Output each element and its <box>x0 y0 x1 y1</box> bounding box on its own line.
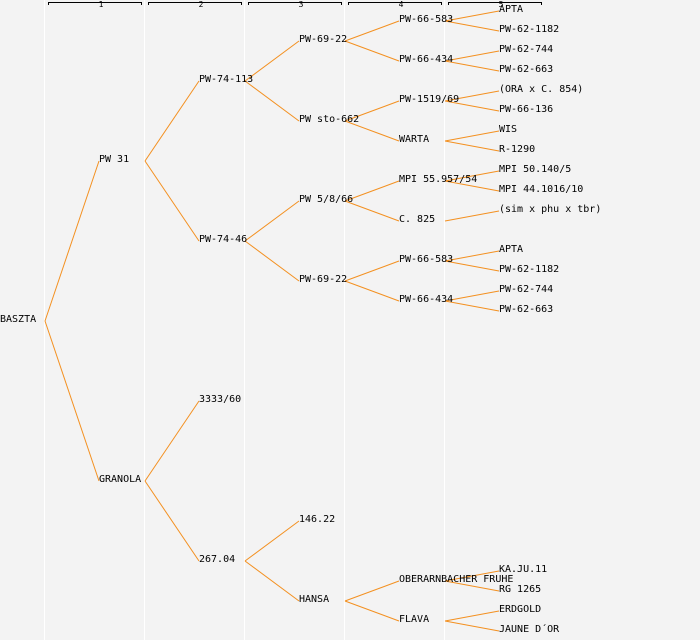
ancestor-node[interactable]: OBERARNBACHER FRUHE <box>399 574 514 585</box>
column-number: 4 <box>398 0 404 9</box>
pedigree-link <box>244 80 300 122</box>
pedigree-link <box>144 400 200 482</box>
ancestor-node[interactable]: MPI 55.957/54 <box>399 174 478 185</box>
ancestor-node[interactable]: PW-62-1182 <box>499 24 560 35</box>
ancestor-node[interactable]: FLAVA <box>399 614 430 625</box>
column-bracket <box>248 2 342 5</box>
ancestor-node[interactable]: PW-74-46 <box>199 234 248 245</box>
column-divider <box>244 0 245 640</box>
pedigree-link <box>444 620 500 632</box>
ancestor-node[interactable]: MPI 44.1016/10 <box>499 184 584 195</box>
ancestor-node[interactable]: PW 5/8/66 <box>299 194 354 205</box>
column-number: 3 <box>298 0 304 9</box>
ancestor-node[interactable]: PW-69-22 <box>299 34 348 45</box>
ancestor-node[interactable]: PW-66-136 <box>499 104 554 115</box>
column-number: 1 <box>98 0 104 9</box>
ancestor-node[interactable]: PW-66-434 <box>399 294 454 305</box>
root-variety[interactable]: BASZTA <box>0 314 37 325</box>
ancestor-node[interactable]: GRANOLA <box>99 474 142 485</box>
pedigree-link <box>344 260 400 282</box>
ancestor-node[interactable]: KA.JU.11 <box>499 564 548 575</box>
ancestor-node[interactable]: PW-1519/69 <box>399 94 460 105</box>
ancestor-node[interactable]: 3333/60 <box>199 394 242 405</box>
column-divider <box>44 0 45 640</box>
ancestor-node[interactable]: HANSA <box>299 594 330 605</box>
ancestor-node[interactable]: PW 31 <box>99 154 130 165</box>
ancestor-node[interactable]: PW-62-744 <box>499 284 554 295</box>
pedigree-link <box>444 210 500 222</box>
ancestor-node[interactable]: 267.04 <box>199 554 236 565</box>
column-number: 5 <box>498 0 504 9</box>
ancestor-node[interactable]: PW-66-434 <box>399 54 454 65</box>
ancestor-node[interactable]: PW-62-663 <box>499 64 554 75</box>
pedigree-link <box>244 200 300 242</box>
column-divider <box>344 0 345 640</box>
column-bracket <box>48 2 142 5</box>
ancestor-node[interactable]: PW-62-663 <box>499 304 554 315</box>
pedigree-link <box>444 610 500 622</box>
ancestor-node[interactable]: APTA <box>499 244 524 255</box>
pedigree-link <box>144 160 200 242</box>
ancestor-node[interactable]: (ORA x C. 854) <box>499 84 584 95</box>
ancestor-node[interactable]: PW sto-662 <box>299 114 360 125</box>
pedigree-link <box>44 320 100 482</box>
ancestor-node[interactable]: APTA <box>499 4 524 15</box>
pedigree-link <box>244 560 300 602</box>
ancestor-node[interactable]: PW-69-22 <box>299 274 348 285</box>
ancestor-node[interactable]: WARTA <box>399 134 430 145</box>
ancestor-node[interactable]: ERDGOLD <box>499 604 542 615</box>
pedigree-link <box>344 40 400 62</box>
column-divider <box>444 0 445 640</box>
column-bracket <box>448 2 542 5</box>
column-number: 2 <box>198 0 204 9</box>
pedigree-link <box>44 160 100 322</box>
ancestor-node[interactable]: PW-62-744 <box>499 44 554 55</box>
ancestor-node[interactable]: C. 825 <box>399 214 436 225</box>
pedigree-link <box>144 80 200 162</box>
column-bracket <box>348 2 442 5</box>
column-bracket <box>148 2 242 5</box>
ancestor-node[interactable]: PW-74-113 <box>199 74 254 85</box>
pedigree-link <box>144 480 200 562</box>
ancestor-node[interactable]: WIS <box>499 124 518 135</box>
ancestor-node[interactable]: PW-66-583 <box>399 254 454 265</box>
ancestor-node[interactable]: (sim x phu x tbr) <box>499 204 602 215</box>
ancestor-node[interactable]: R-1290 <box>499 144 536 155</box>
ancestor-node[interactable]: 146.22 <box>299 514 336 525</box>
pedigree-link <box>344 280 400 302</box>
pedigree-link <box>244 240 300 282</box>
ancestor-node[interactable]: PW-62-1182 <box>499 264 560 275</box>
ancestor-node[interactable]: RG 1265 <box>499 584 542 595</box>
pedigree-link <box>344 580 400 602</box>
pedigree-link <box>444 130 500 142</box>
pedigree-link <box>344 20 400 42</box>
pedigree-link <box>344 600 400 622</box>
pedigree-link <box>444 140 500 152</box>
column-divider <box>144 0 145 640</box>
ancestor-node[interactable]: PW-66-583 <box>399 14 454 25</box>
ancestor-node[interactable]: MPI 50.140/5 <box>499 164 572 175</box>
ancestor-node[interactable]: JAUNE D´OR <box>499 624 560 635</box>
pedigree-link <box>244 520 300 562</box>
